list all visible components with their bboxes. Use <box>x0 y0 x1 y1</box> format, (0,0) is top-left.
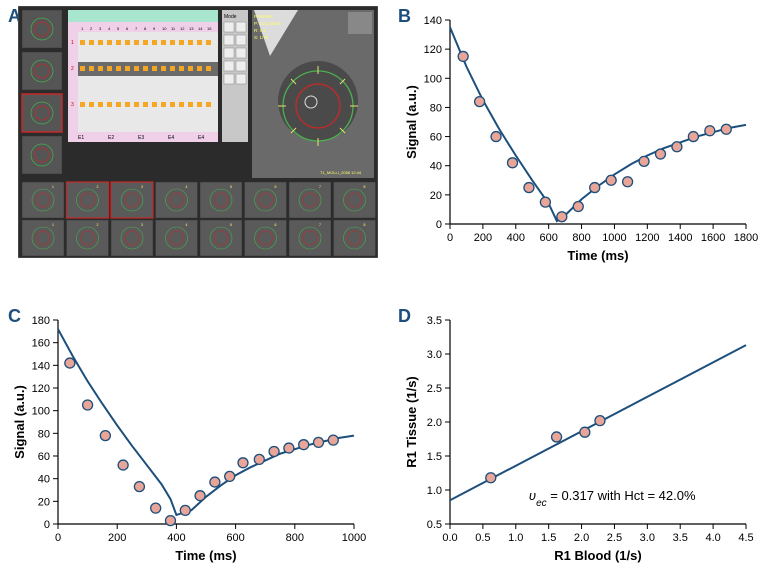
svg-text:40: 40 <box>430 161 442 173</box>
svg-text:Time (ms): Time (ms) <box>567 248 628 263</box>
svg-text:4: 4 <box>186 223 188 227</box>
svg-text:3.5: 3.5 <box>673 532 688 544</box>
svg-text:400: 400 <box>507 232 525 244</box>
svg-text:160: 160 <box>32 338 50 350</box>
svg-text:1: 1 <box>52 185 54 189</box>
svg-text:60: 60 <box>430 132 442 144</box>
svg-text:2.0: 2.0 <box>427 417 442 429</box>
svg-text:E3: E3 <box>138 135 144 141</box>
svg-text:20: 20 <box>38 496 50 508</box>
svg-text:3.0: 3.0 <box>640 532 655 544</box>
svg-text:6: 6 <box>275 223 277 227</box>
svg-text:E2: E2 <box>108 135 114 141</box>
svg-text:1.5: 1.5 <box>427 451 442 463</box>
panel-a-screenshot: 123456789101112131415123E1E2E3E4E4ModePA… <box>18 6 378 258</box>
svg-text:E1: E1 <box>78 135 84 141</box>
svg-text:0.5: 0.5 <box>475 532 490 544</box>
svg-text:T1_MOLLI_2058 12:44: T1_MOLLI_2058 12:44 <box>320 170 362 175</box>
svg-text:8: 8 <box>364 223 366 227</box>
svg-text:3.0: 3.0 <box>427 349 442 361</box>
svg-text:7: 7 <box>319 223 321 227</box>
svg-text:140: 140 <box>32 360 50 372</box>
svg-text:12: 12 <box>180 26 185 31</box>
svg-text:E4: E4 <box>198 135 204 141</box>
svg-text:1000: 1000 <box>602 232 626 244</box>
svg-text:5: 5 <box>230 185 232 189</box>
svg-text:2.5: 2.5 <box>607 532 622 544</box>
svg-text:60: 60 <box>38 451 50 463</box>
svg-text:0: 0 <box>44 519 50 531</box>
svg-text:6: 6 <box>275 185 277 189</box>
svg-text:120: 120 <box>32 383 50 395</box>
svg-text:E4: E4 <box>168 135 174 141</box>
svg-text:200: 200 <box>108 532 126 544</box>
panel-b-chart: 0 200 400 600 800 1000 1200 1400 1600 1800 0 20 40 60… <box>402 10 758 270</box>
svg-text:7: 7 <box>319 185 321 189</box>
svg-text:800: 800 <box>572 232 590 244</box>
svg-text:40: 40 <box>38 474 50 486</box>
svg-text:2.5: 2.5 <box>427 383 442 395</box>
svg-text:Time (ms): Time (ms) <box>175 548 236 563</box>
svg-text:200: 200 <box>474 232 492 244</box>
svg-text:2: 2 <box>71 66 74 72</box>
svg-text:1.5: 1.5 <box>541 532 556 544</box>
panel-c-chart: 0 200 400 600 800 1000 0 20 40 60 80 100 120 140 160 18… <box>10 310 366 570</box>
svg-text:1400: 1400 <box>668 232 692 244</box>
svg-text:10: 10 <box>162 26 167 31</box>
svg-text:80: 80 <box>38 428 50 440</box>
svg-text:1200: 1200 <box>635 232 659 244</box>
svg-text:1: 1 <box>52 223 54 227</box>
svg-text:400: 400 <box>167 532 185 544</box>
svg-text:100: 100 <box>32 406 50 418</box>
svg-text:120: 120 <box>424 44 442 56</box>
svg-text:Signal (a.u.): Signal (a.u.) <box>404 85 419 159</box>
svg-text:20: 20 <box>430 190 442 202</box>
svg-text:14: 14 <box>198 26 203 31</box>
svg-text:2.0: 2.0 <box>574 532 589 544</box>
svg-text:13: 13 <box>189 26 194 31</box>
svg-text:0: 0 <box>447 232 453 244</box>
svg-text:180: 180 <box>32 315 50 327</box>
svg-text:P: 11/172640: P: 11/172640 <box>254 21 281 26</box>
svg-text:PARAMS: PARAMS <box>254 14 273 19</box>
svg-text:0.5: 0.5 <box>427 519 442 531</box>
svg-text:80: 80 <box>430 102 442 114</box>
svg-text:100: 100 <box>424 73 442 85</box>
svg-text:3: 3 <box>71 102 74 108</box>
svg-text:140: 140 <box>424 15 442 27</box>
svg-text:0: 0 <box>436 219 442 231</box>
svg-text:3: 3 <box>141 185 143 189</box>
svg-text:4.0: 4.0 <box>705 532 720 544</box>
svg-text:1000: 1000 <box>342 532 366 544</box>
svg-text:1.0: 1.0 <box>508 532 523 544</box>
svg-text:2: 2 <box>97 185 99 189</box>
svg-text:Mode: Mode <box>224 14 237 20</box>
svg-text:1: 1 <box>71 40 74 46</box>
svg-text:R1 Blood (1/s): R1 Blood (1/s) <box>554 548 641 563</box>
svg-text:1.0: 1.0 <box>427 485 442 497</box>
svg-text:υec = 0.317 with Hct = 42.0%: υec = 0.317 with Hct = 42.0% <box>529 488 696 509</box>
svg-text:S: 1/72: S: 1/72 <box>254 35 269 40</box>
svg-text:3: 3 <box>141 223 143 227</box>
svg-text:15: 15 <box>207 26 212 31</box>
svg-text:2: 2 <box>97 223 99 227</box>
svg-text:3.5: 3.5 <box>427 315 442 327</box>
svg-text:4.5: 4.5 <box>738 532 753 544</box>
svg-text:600: 600 <box>539 232 557 244</box>
panel-d-chart: 0.00.51.01.52.02.53.03.54.04.50.51.01.52… <box>402 310 758 570</box>
svg-text:1800: 1800 <box>734 232 758 244</box>
svg-text:R: 0.0: R: 0.0 <box>254 28 267 33</box>
svg-text:5: 5 <box>230 223 232 227</box>
svg-text:600: 600 <box>226 532 244 544</box>
svg-text:Signal (a.u.): Signal (a.u.) <box>12 385 27 459</box>
svg-text:800: 800 <box>286 532 304 544</box>
svg-text:0: 0 <box>55 532 61 544</box>
svg-text:8: 8 <box>364 185 366 189</box>
svg-text:R1 Tissue (1/s): R1 Tissue (1/s) <box>404 376 419 468</box>
svg-text:1600: 1600 <box>701 232 725 244</box>
svg-text:0.0: 0.0 <box>442 532 457 544</box>
svg-text:4: 4 <box>186 185 188 189</box>
